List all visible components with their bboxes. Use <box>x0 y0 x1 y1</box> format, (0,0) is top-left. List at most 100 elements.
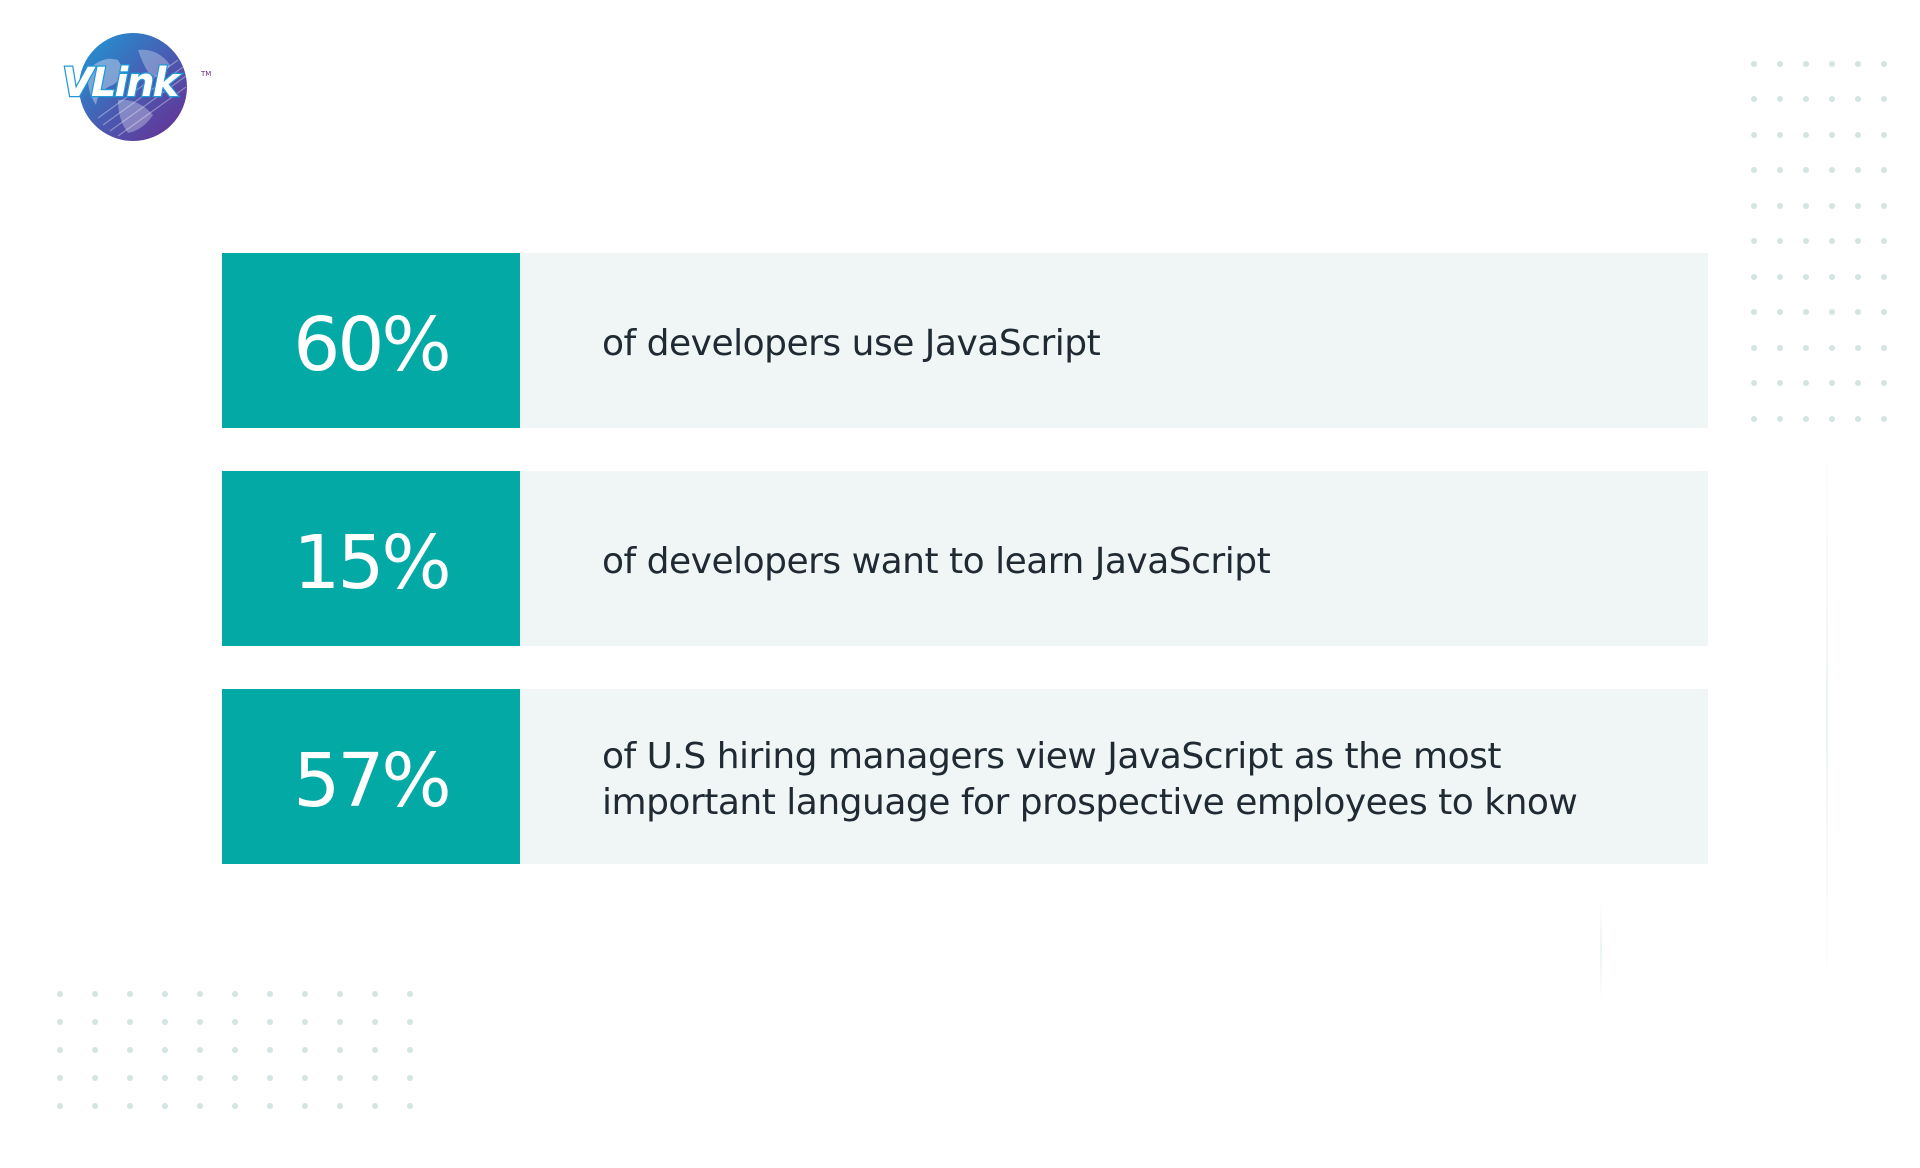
decorative-line <box>1600 900 1602 1000</box>
globe-logo-icon: VLink TM <box>61 33 211 141</box>
decorative-dot <box>161 1019 168 1025</box>
decorative-dot <box>336 991 343 997</box>
decorative-dot <box>406 991 413 997</box>
decorative-dot <box>1881 238 1887 245</box>
stat-percentage: 60% <box>222 253 520 428</box>
decorative-dot <box>126 1047 133 1053</box>
decorative-dot <box>1803 273 1809 280</box>
decorative-dot <box>231 1103 238 1109</box>
decorative-dot <box>1829 309 1835 316</box>
vlink-logo: VLink TM <box>58 30 218 145</box>
decorative-dot <box>1803 238 1809 245</box>
decorative-dot <box>1777 273 1783 280</box>
decorative-dot <box>1881 96 1887 103</box>
decorative-dot <box>56 1019 63 1025</box>
decorative-dot <box>1777 344 1783 351</box>
decorative-dot <box>161 1075 168 1081</box>
decorative-dot <box>1751 60 1757 67</box>
decorative-dot <box>1777 167 1783 174</box>
decorative-dot <box>91 991 98 997</box>
decorative-dot <box>1855 309 1861 316</box>
decorative-dot <box>196 1075 203 1081</box>
decorative-dot <box>1829 167 1835 174</box>
decorative-dot <box>91 1103 98 1109</box>
logo-trademark: TM <box>200 70 211 78</box>
decorative-dot <box>406 1047 413 1053</box>
decorative-dot <box>1829 344 1835 351</box>
decorative-dot <box>1829 415 1835 422</box>
decorative-dot <box>1777 380 1783 387</box>
decorative-dot <box>301 991 308 997</box>
decorative-dot <box>1803 380 1809 387</box>
decorative-dot <box>56 1047 63 1053</box>
stat-row: 57% of U.S hiring managers view JavaScri… <box>222 689 1708 864</box>
decorative-dot <box>266 1075 273 1081</box>
decorative-dot <box>1751 273 1757 280</box>
decorative-dot <box>1881 273 1887 280</box>
decorative-dot <box>266 1103 273 1109</box>
decorative-dot <box>336 1075 343 1081</box>
decorative-dot <box>1751 131 1757 138</box>
decorative-dot <box>1751 309 1757 316</box>
decorative-dot <box>371 1075 378 1081</box>
decorative-dot <box>301 1019 308 1025</box>
decorative-dot-grid-bottom-left <box>42 980 413 1136</box>
decorative-dot <box>1803 309 1809 316</box>
decorative-dot <box>371 1047 378 1053</box>
decorative-dot <box>231 1019 238 1025</box>
decorative-dot <box>1829 60 1835 67</box>
decorative-dot <box>1751 380 1757 387</box>
stat-row: 15% of developers want to learn JavaScri… <box>222 471 1708 646</box>
decorative-dot <box>1803 344 1809 351</box>
decorative-dot <box>1855 238 1861 245</box>
decorative-dot <box>1855 273 1861 280</box>
decorative-dot <box>1881 415 1887 422</box>
decorative-dot <box>1803 167 1809 174</box>
logo-wordmark: VLink <box>62 60 182 106</box>
decorative-dot <box>1881 380 1887 387</box>
decorative-dot <box>1803 415 1809 422</box>
decorative-dot <box>406 1019 413 1025</box>
decorative-dot <box>1829 238 1835 245</box>
decorative-dot <box>1881 167 1887 174</box>
decorative-dot <box>196 1103 203 1109</box>
stat-percentage: 15% <box>222 471 520 646</box>
decorative-dot <box>1751 415 1757 422</box>
decorative-dot <box>1855 60 1861 67</box>
stats-list: 60% of developers use JavaScript 15% of … <box>222 253 1708 907</box>
stat-percentage: 57% <box>222 689 520 864</box>
decorative-dot <box>1855 202 1861 209</box>
decorative-dot <box>1751 344 1757 351</box>
decorative-dot <box>91 1047 98 1053</box>
stat-description: of U.S hiring managers view JavaScript a… <box>602 735 1578 823</box>
decorative-dot <box>1881 60 1887 67</box>
decorative-dot <box>1881 344 1887 351</box>
decorative-dot <box>1777 309 1783 316</box>
decorative-dot <box>196 991 203 997</box>
decorative-dot <box>91 1075 98 1081</box>
decorative-dot <box>1829 131 1835 138</box>
decorative-dot <box>231 991 238 997</box>
decorative-dot <box>1829 202 1835 209</box>
decorative-dot <box>1751 167 1757 174</box>
decorative-dot <box>1777 238 1783 245</box>
decorative-dot <box>336 1019 343 1025</box>
decorative-dot <box>196 1019 203 1025</box>
decorative-dot <box>126 1103 133 1109</box>
decorative-dot <box>1777 131 1783 138</box>
decorative-dot <box>1803 202 1809 209</box>
decorative-line <box>1826 430 1828 1000</box>
decorative-dot <box>231 1075 238 1081</box>
decorative-dot <box>266 1019 273 1025</box>
decorative-dot <box>301 1075 308 1081</box>
decorative-dot <box>301 1047 308 1053</box>
decorative-dot <box>1777 96 1783 103</box>
decorative-dot <box>1829 380 1835 387</box>
decorative-dot <box>126 1019 133 1025</box>
decorative-dot-grid-top-right <box>1741 46 1897 428</box>
decorative-dot <box>126 991 133 997</box>
decorative-dot <box>1855 96 1861 103</box>
stat-row: 60% of developers use JavaScript <box>222 253 1708 428</box>
decorative-dot <box>1777 60 1783 67</box>
decorative-dot <box>1777 415 1783 422</box>
